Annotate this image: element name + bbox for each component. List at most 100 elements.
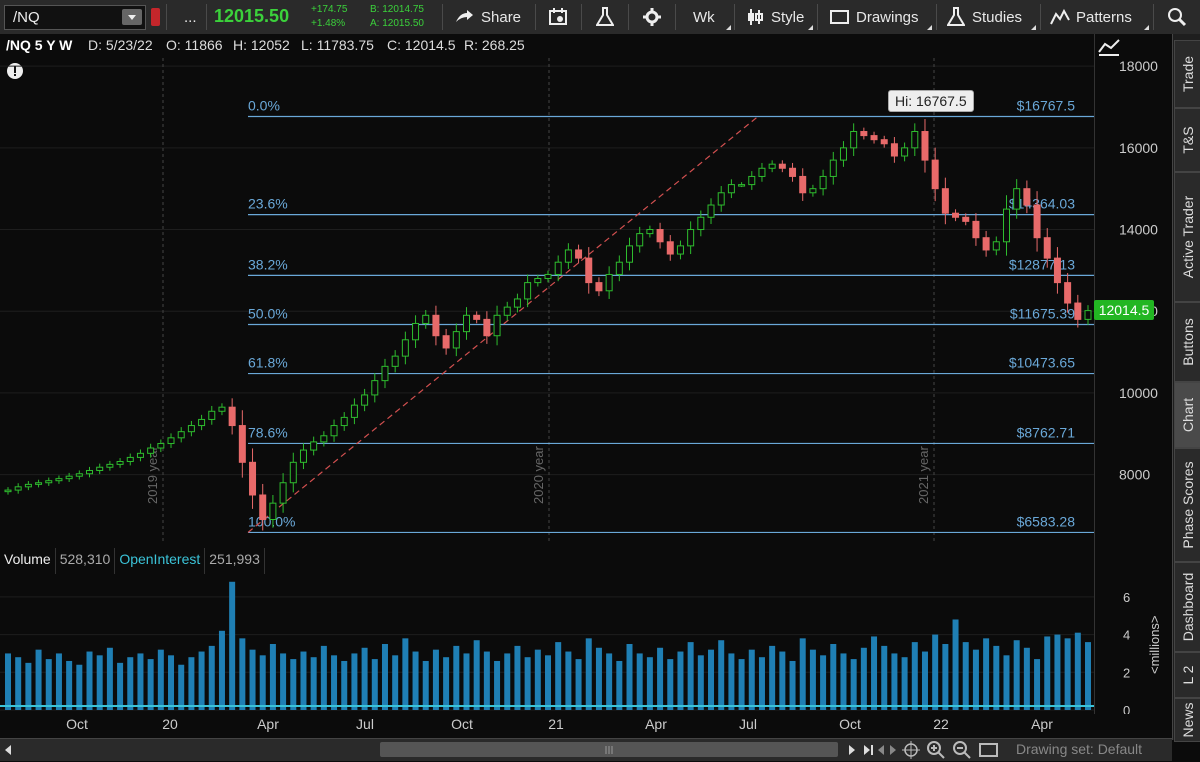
volume-tick-label: 6 (1123, 590, 1130, 605)
more-button[interactable]: ... (184, 0, 197, 34)
volume-bar (494, 660, 501, 710)
volume-bar (1034, 659, 1041, 710)
candle-body (65, 475, 73, 480)
volume-bar (422, 660, 429, 710)
alert-info-icon[interactable] (6, 62, 24, 80)
price-chart[interactable]: 2019 year 2020 year 2021 year 0.0% $16767.5 2… (0, 58, 1094, 544)
volume-bar (127, 657, 134, 710)
x-axis-tick-label: Jul (739, 716, 757, 732)
volume-chart[interactable] (0, 548, 1094, 714)
candle-body (177, 431, 185, 439)
divider (817, 4, 818, 30)
divider (936, 4, 937, 30)
reset-zoom-icon[interactable] (978, 742, 1000, 758)
fib-level-pct: 61.8% (248, 355, 288, 371)
zoom-in-icon[interactable] (926, 740, 946, 760)
symbol-input[interactable]: /NQ (4, 5, 146, 30)
period-selector[interactable]: Wk (693, 0, 715, 34)
tab-dashboard[interactable]: Dashboard (1174, 562, 1200, 652)
tab-buttons[interactable]: Buttons (1174, 302, 1200, 382)
tab-chart[interactable]: Chart (1174, 382, 1200, 448)
patterns-corner-icon (1144, 25, 1149, 30)
calendar-button[interactable] (549, 0, 569, 34)
volume-bar (524, 657, 531, 710)
change-pct: +1.48% (311, 18, 346, 29)
volume-bar (555, 642, 562, 710)
tab-dashboard-label: Dashboard (1180, 572, 1196, 642)
info-bar: /NQ 5 Y W D: 5/23/22 O: 11866 H: 12052 L… (0, 34, 1094, 58)
scroll-right-icon[interactable] (846, 743, 858, 757)
volume-bar (758, 657, 765, 710)
candle-body (727, 184, 735, 194)
candle-body (310, 441, 318, 451)
volume-bar (1064, 638, 1071, 710)
volume-bar (168, 655, 175, 710)
volume-bar (208, 645, 215, 710)
search-button[interactable] (1167, 0, 1187, 34)
style-button[interactable]: Style (746, 0, 804, 34)
drawings-button[interactable]: Drawings (830, 0, 919, 34)
candle-body (1023, 188, 1031, 206)
symbol-dropdown-button[interactable] (122, 9, 142, 25)
volume-bar (331, 655, 338, 710)
info-symbol-period: /NQ 5 Y W (6, 37, 73, 53)
candle-body (24, 483, 32, 488)
volume-bar (657, 647, 664, 710)
candle-body (778, 163, 786, 169)
divider (1153, 4, 1154, 30)
volume-bar (249, 649, 256, 710)
change-abs: +174.75 (311, 4, 348, 15)
candle-body (1002, 208, 1010, 243)
x-axis-tick-label: 21 (548, 716, 564, 732)
volume-tick-label: 4 (1123, 628, 1130, 643)
settings-button[interactable] (643, 0, 661, 34)
horizontal-scrollbar[interactable]: Drawing set: Default (0, 738, 1172, 761)
zoom-out-icon[interactable] (952, 740, 972, 760)
volume-bar (402, 638, 409, 710)
share-button[interactable]: Share (454, 0, 521, 34)
volume-bar (646, 657, 653, 710)
flask-studies-icon (947, 7, 965, 26)
alert-flag-icon[interactable] (151, 8, 160, 26)
volume-bar (545, 655, 551, 710)
divider (628, 4, 629, 30)
tab-time-and-sales[interactable]: T&S (1174, 108, 1200, 172)
volume-bar (117, 662, 124, 710)
candle-body (45, 480, 53, 484)
info-low: L: 11783.75 (301, 37, 374, 53)
candle-body (412, 322, 420, 341)
flask-button[interactable] (596, 0, 614, 34)
price-tick-label: 10000 (1119, 385, 1158, 401)
studies-corner-icon (1031, 25, 1036, 30)
candle-body (626, 245, 634, 263)
volume-bar (443, 657, 450, 710)
tab-phase-scores[interactable]: Phase Scores (1174, 448, 1200, 562)
tab-level2[interactable]: L 2 (1174, 652, 1200, 698)
volume-bar (799, 638, 806, 710)
chart-mode-icon[interactable] (1097, 36, 1125, 58)
candle-body (1053, 257, 1061, 284)
drawing-set-label[interactable]: Drawing set: Default (1016, 741, 1143, 757)
fib-level-price: $12877.13 (1009, 256, 1075, 272)
patterns-button[interactable]: Patterns (1050, 0, 1132, 34)
studies-button[interactable]: Studies (947, 0, 1022, 34)
chevron-down-icon (128, 15, 136, 20)
volume-bar (850, 659, 857, 710)
tab-news[interactable]: News (1174, 698, 1200, 742)
scroll-end-icon[interactable] (862, 743, 874, 757)
tab-active-trader[interactable]: Active Trader (1174, 172, 1200, 302)
volume-bar (320, 645, 327, 710)
tab-trade[interactable]: Trade (1174, 40, 1200, 108)
crosshair-icon[interactable] (902, 741, 920, 759)
candle-body (656, 229, 664, 243)
volume-bar (188, 657, 195, 710)
pan-arrows-icon[interactable] (876, 741, 898, 759)
x-axis-tick-label: Apr (257, 716, 279, 732)
candle-body (1084, 310, 1092, 320)
candle-body (952, 212, 960, 218)
scroll-left-icon[interactable] (2, 743, 14, 757)
scroll-thumb[interactable] (380, 742, 838, 757)
volume-bar (86, 651, 93, 710)
candle-body (931, 159, 939, 190)
x-axis-tick-label: Apr (645, 716, 667, 732)
